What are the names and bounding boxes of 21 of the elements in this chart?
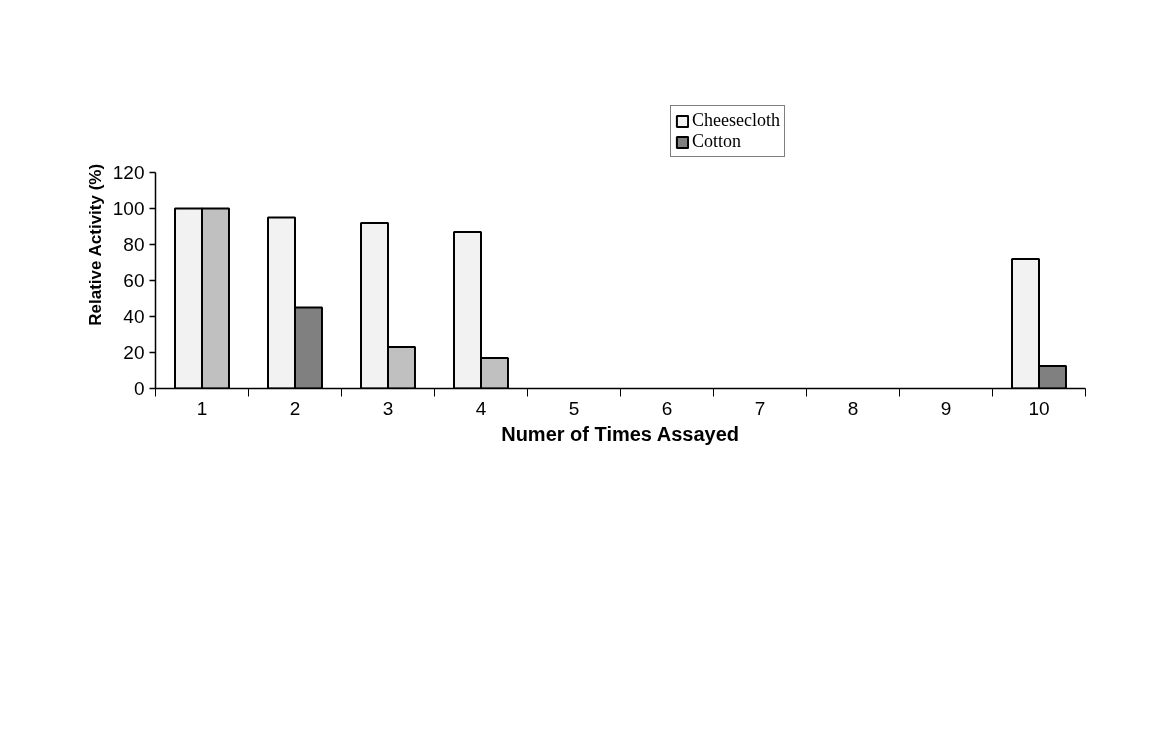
x-tick-label: 7 (754, 397, 766, 419)
legend-label: Cotton (692, 131, 742, 152)
y-tick-label: 0 (133, 378, 145, 399)
x-tick-label: 4 (475, 397, 487, 419)
y-axis-title: Relative Activity (%) (85, 163, 105, 326)
x-tick-label: 2 (289, 397, 301, 419)
x-tick-label: 3 (382, 397, 394, 419)
y-tick-label: 100 (112, 198, 145, 219)
y-tick-label: 60 (123, 270, 145, 291)
y-tick-label: 120 (112, 162, 145, 183)
y-tick-label: 20 (123, 342, 145, 363)
y-tick-label: 40 (123, 306, 145, 327)
legend-label: Cheesecloth (692, 110, 780, 131)
x-tick-label: 10 (1028, 397, 1050, 419)
x-tick-label: 6 (661, 397, 673, 419)
x-tick-label: 9 (940, 397, 952, 419)
x-axis-title: Numer of Times Assayed (501, 422, 740, 445)
x-tick-label: 1 (196, 397, 208, 419)
x-tick-label: 8 (847, 397, 859, 419)
y-tick-label: 80 (123, 234, 145, 255)
x-tick-label: 5 (568, 397, 580, 419)
